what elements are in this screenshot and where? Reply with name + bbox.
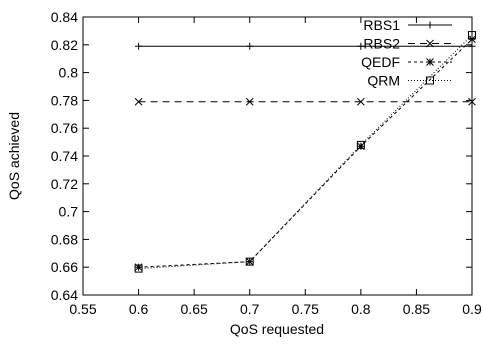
legend-marker-rbs1 xyxy=(426,21,434,29)
series-rbs2 xyxy=(134,97,476,106)
legend-marker-qrm xyxy=(426,76,434,85)
data-point-qrm xyxy=(468,31,476,40)
x-tick-label: 0.85 xyxy=(403,301,430,317)
x-tick-label: 0.55 xyxy=(69,301,96,317)
legend-label-rbs2: RBS2 xyxy=(363,36,400,52)
legend-label-qedf: QEDF xyxy=(361,54,400,70)
series-rbs1 xyxy=(135,42,476,50)
y-tick-label: 0.78 xyxy=(51,92,78,108)
y-tick-label: 0.72 xyxy=(51,176,78,192)
legend-label-rbs1: RBS1 xyxy=(363,17,400,33)
y-tick-label: 0.8 xyxy=(59,65,79,81)
legend-label-qrm: QRM xyxy=(367,73,400,89)
y-tick-label: 0.84 xyxy=(51,9,78,25)
series-qrm xyxy=(134,31,476,273)
data-point-qedf xyxy=(468,35,476,44)
data-point-rbs1 xyxy=(468,42,476,50)
y-axis-label: QoS achieved xyxy=(6,112,22,200)
x-tick-label: 0.6 xyxy=(129,301,149,317)
series-line-qedf xyxy=(138,38,473,268)
data-point-rbs2 xyxy=(468,97,476,106)
data-point-rbs1 xyxy=(357,42,365,50)
data-point-rbs2 xyxy=(245,97,254,106)
data-point-qedf xyxy=(134,263,143,272)
x-tick-label: 0.65 xyxy=(181,301,208,317)
series-layer xyxy=(134,31,476,273)
data-point-rbs2 xyxy=(134,97,143,106)
x-tick-label: 0.7 xyxy=(240,301,260,317)
data-point-qrm xyxy=(245,257,254,266)
y-tick-label: 0.7 xyxy=(59,204,79,220)
y-tick-label: 0.76 xyxy=(51,120,78,136)
x-tick-label: 0.8 xyxy=(351,301,371,317)
data-point-rbs1 xyxy=(246,42,254,50)
y-tick-label: 0.74 xyxy=(51,148,78,164)
y-tick-label: 0.64 xyxy=(51,287,78,303)
x-tick-label: 0.9 xyxy=(462,301,482,317)
series-qedf xyxy=(134,35,476,272)
x-tick-label: 0.75 xyxy=(292,301,319,317)
y-tick-label: 0.66 xyxy=(51,259,78,275)
data-point-rbs1 xyxy=(135,42,143,50)
data-point-qedf xyxy=(357,142,365,151)
series-line-qrm xyxy=(138,34,473,270)
x-axis-label: QoS requested xyxy=(230,321,324,337)
plot-frame xyxy=(82,16,473,296)
data-point-qrm xyxy=(134,264,143,273)
legend: RBS1 RBS2 QEDF QRM xyxy=(361,17,452,89)
y-tick-label: 0.68 xyxy=(51,231,78,247)
legend-marker-rbs2 xyxy=(426,39,434,48)
data-point-qrm xyxy=(356,140,365,149)
data-point-rbs2 xyxy=(357,97,365,106)
legend-marker-qedf xyxy=(426,58,434,66)
axis-ticks: 0.55 0.6 0.65 0.7 0.75 0.8 0.85 0.9 0.64 0.66 0.68… xyxy=(51,9,482,317)
y-tick-label: 0.82 xyxy=(51,37,78,53)
